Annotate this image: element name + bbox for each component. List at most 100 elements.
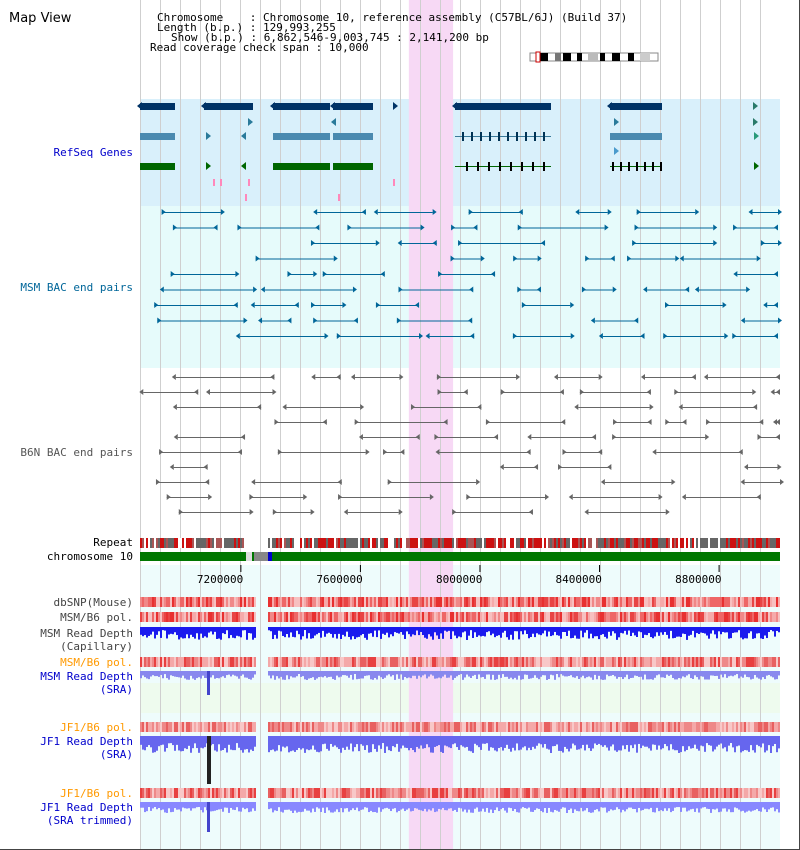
- msm-depth-capillary-bar: [684, 627, 686, 635]
- jf1-depth-bar: [462, 736, 464, 747]
- msm-b6-pol-heat: [566, 612, 568, 622]
- msm-depth-capillary-bar: [546, 627, 548, 637]
- jf1-b6-pol-heat: [750, 722, 752, 732]
- msm-depth-capillary-bar: [424, 627, 426, 638]
- jf1-b6-pol-heat: [742, 722, 744, 732]
- dbsnp-heat: [618, 597, 620, 607]
- msm-depth-capillary-bar: [306, 627, 308, 639]
- repeat-segment: [448, 538, 450, 548]
- msm-depth-capillary-bar: [586, 627, 588, 631]
- msm-depth-sra-bar: [184, 671, 186, 679]
- jf1-depth-bar: [576, 736, 578, 750]
- jf1-b6-pol-heat: [184, 722, 186, 732]
- msm-depth-sra-bar: [216, 671, 218, 679]
- track-label-repeat[interactable]: Repeat: [93, 536, 133, 549]
- jf1-b6-pol-heat: [634, 722, 636, 732]
- b6n-bac-pair-end: [646, 389, 651, 395]
- dbsnp-heat: [388, 597, 390, 607]
- track-label-msm-bac[interactable]: MSM BAC end pairs: [20, 281, 133, 294]
- repeat-segment: [468, 538, 470, 548]
- msm-depth-capillary-bar: [708, 627, 710, 639]
- repeat-segment: [550, 538, 552, 548]
- jf1-b6-pol-trim-heat: [618, 788, 620, 798]
- track-label-jf1-b6-pol-trim[interactable]: JF1/B6 pol.: [60, 787, 133, 800]
- dbsnp-heat: [446, 597, 448, 607]
- jf1-depth-trim-bar: [416, 802, 418, 809]
- jf1-b6-pol-trim-heat: [322, 788, 324, 798]
- jf1-b6-pol-trim-heat: [248, 788, 250, 798]
- track-label-msm-b6-pol-sra[interactable]: MSM/B6 pol.: [60, 656, 133, 669]
- repeat-segment: [394, 538, 396, 548]
- jf1-depth-trim-bar: [596, 802, 598, 810]
- msm-b6-pol-heat: [720, 612, 722, 622]
- track-label-b6n-bac[interactable]: B6N BAC end pairs: [20, 446, 133, 459]
- msm-depth-sra-bar: [490, 671, 492, 680]
- b6n-bac-pair-end: [652, 449, 657, 455]
- jf1-depth-bar: [764, 736, 766, 753]
- track-label-jf1-depth-trim[interactable]: JF1 Read Depth: [40, 801, 133, 814]
- msm-b6-pol-heat: [324, 612, 326, 622]
- axis-tick-label: 7600000: [316, 573, 363, 586]
- dbsnp-heat: [376, 597, 378, 607]
- msm-depth-capillary-bar: [360, 627, 362, 636]
- dbsnp-heat: [662, 597, 664, 607]
- dbsnp-heat: [442, 597, 444, 607]
- msm-bac-pair-end: [760, 240, 765, 246]
- track-label-msm-depth-sra[interactable]: MSM Read Depth: [40, 670, 133, 683]
- jf1-b6-pol-trim-heat: [726, 788, 728, 798]
- jf1-depth-bar: [672, 736, 674, 750]
- jf1-b6-pol-heat: [170, 722, 172, 732]
- jf1-depth-trim-bar: [196, 802, 198, 808]
- dbsnp-heat: [412, 597, 414, 607]
- jf1-depth-trim-bar: [376, 802, 378, 813]
- msm-b6-pol-heat: [582, 612, 584, 622]
- refseq-exon: [652, 162, 654, 171]
- msm-b6-pol-sra-heat: [768, 657, 770, 667]
- msm-depth-sra-bar: [566, 671, 568, 677]
- msm-depth-capillary-bar: [608, 627, 610, 632]
- track-label-chromosome[interactable]: chromosome 10: [46, 550, 133, 563]
- jf1-b6-pol-trim-heat: [406, 788, 408, 798]
- jf1-depth-trim-bar: [362, 802, 364, 810]
- msm-b6-pol-heat: [750, 612, 752, 622]
- dbsnp-heat: [530, 597, 532, 607]
- jf1-b6-pol-heat: [274, 722, 276, 732]
- repeat-segment: [582, 538, 584, 548]
- jf1-depth-trim-bar: [442, 802, 444, 808]
- track-label-msm-b6-pol[interactable]: MSM/B6 pol.: [60, 611, 133, 624]
- b6n-bac-pair-end: [399, 374, 404, 380]
- jf1-b6-pol-heat: [702, 722, 704, 732]
- jf1-b6-pol-trim-heat: [244, 788, 246, 798]
- b6n-bac-pair-end: [665, 419, 670, 425]
- msm-b6-pol-sra-heat: [762, 657, 764, 667]
- track-label-dbsnp[interactable]: dbSNP(Mouse): [53, 596, 133, 609]
- track-label-jf1-b6-pol[interactable]: JF1/B6 pol.: [60, 721, 133, 734]
- jf1-b6-pol-trim-heat: [296, 788, 298, 798]
- jf1-depth-trim-bar: [154, 802, 156, 808]
- dbsnp-heat: [634, 597, 636, 607]
- jf1-b6-pol-trim-heat: [554, 788, 556, 798]
- track-label-msm-depth-capillary[interactable]: MSM Read Depth: [40, 627, 133, 640]
- msm-bac-pair-end: [610, 255, 615, 262]
- jf1-b6-pol-heat: [640, 722, 642, 732]
- msm-depth-sra-bar: [434, 671, 436, 679]
- msm-depth-sra-bar: [572, 671, 574, 678]
- jf1-b6-pol-trim-heat: [236, 788, 238, 798]
- msm-b6-pol-sra-heat: [250, 657, 252, 667]
- jf1-depth-trim-bar: [444, 802, 446, 811]
- dbsnp-heat: [718, 597, 720, 607]
- jf1-b6-pol-trim-heat: [434, 788, 436, 798]
- msm-depth-sra-bar: [280, 671, 282, 677]
- track-label-jf1-depth[interactable]: JF1 Read Depth: [40, 735, 133, 748]
- track-label-refseq[interactable]: RefSeq Genes: [53, 146, 133, 159]
- jf1-b6-pol-heat: [542, 722, 544, 732]
- msm-depth-capillary-bar: [358, 627, 360, 637]
- msm-b6-pol-sra-heat: [362, 657, 364, 667]
- msm-depth-capillary-bar: [304, 627, 306, 631]
- dbsnp-heat: [724, 597, 726, 607]
- msm-depth-capillary-bar: [440, 627, 442, 634]
- refseq-gene-block: [140, 133, 175, 140]
- dbsnp-heat: [184, 597, 186, 607]
- msm-depth-capillary-bar: [482, 627, 484, 636]
